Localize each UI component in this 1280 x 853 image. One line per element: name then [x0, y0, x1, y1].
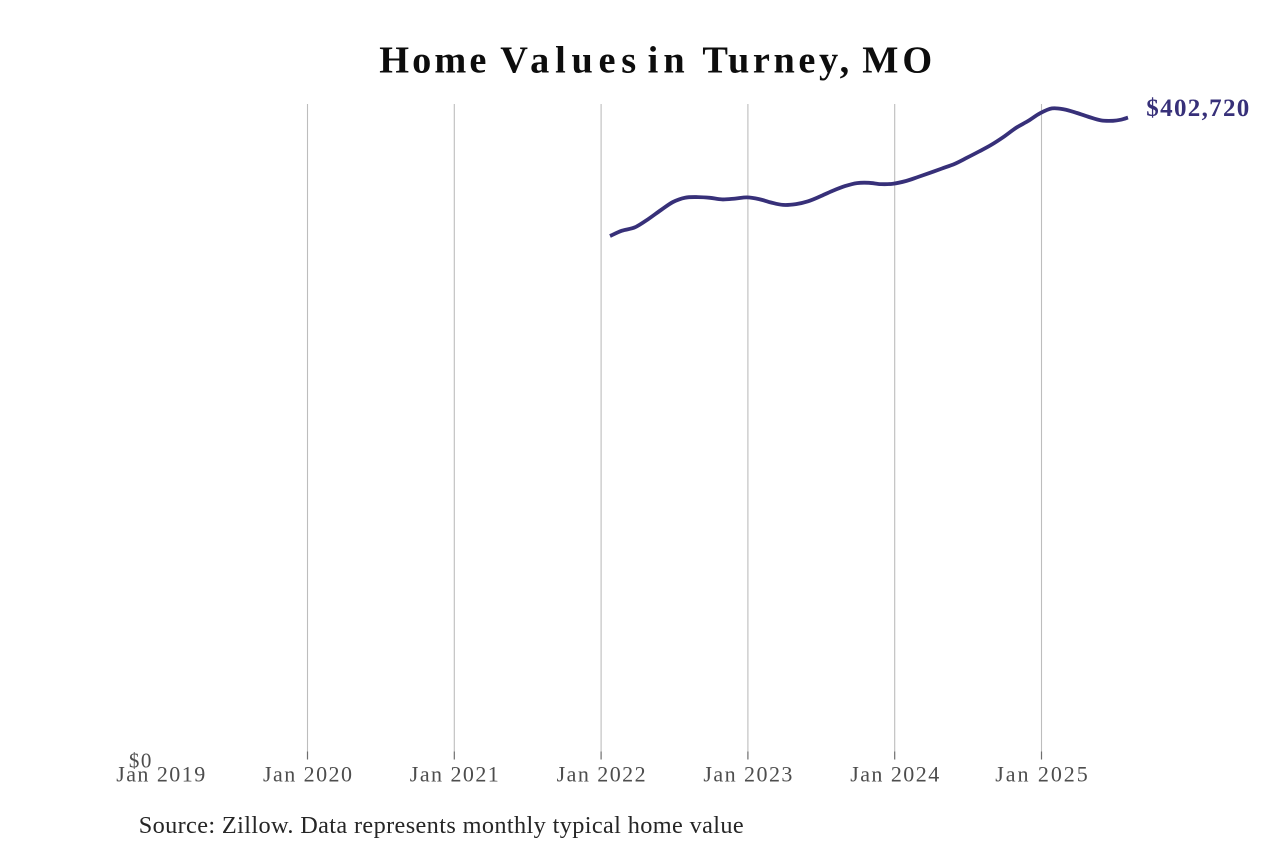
svg-text:$402,720: $402,720	[1146, 95, 1249, 122]
svg-text:Values: Values	[500, 39, 642, 81]
svg-text:Jan 2023: Jan 2023	[703, 761, 792, 786]
svg-text:MO: MO	[862, 39, 936, 81]
svg-text:Jan 2025: Jan 2025	[995, 761, 1088, 786]
svg-text:Source: Zillow. Data represent: Source: Zillow. Data represents monthly …	[139, 812, 744, 839]
svg-text:Home: Home	[379, 39, 489, 81]
svg-text:Jan 2020: Jan 2020	[263, 761, 352, 786]
svg-text:Turney,: Turney,	[702, 39, 852, 81]
svg-text:in: in	[648, 39, 690, 81]
svg-text:Jan 2022: Jan 2022	[557, 761, 646, 786]
svg-text:Jan 2021: Jan 2021	[410, 761, 499, 786]
svg-text:Jan 2024: Jan 2024	[850, 761, 939, 786]
svg-text:Jan 2019: Jan 2019	[116, 761, 205, 786]
svg-text:$0: $0	[129, 748, 152, 772]
